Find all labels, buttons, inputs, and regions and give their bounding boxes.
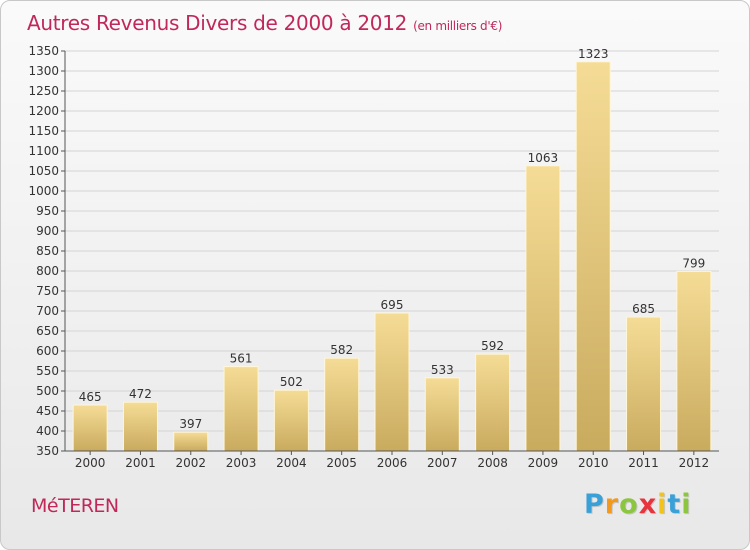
value-label-2006: 695 xyxy=(381,298,404,312)
chart-title: Autres Revenus Divers de 2000 à 2012 (en … xyxy=(27,11,502,35)
bar-2006 xyxy=(374,312,410,452)
value-label-2008: 592 xyxy=(481,339,504,353)
bar-2002 xyxy=(173,431,209,452)
y-tick-label: 550 xyxy=(36,364,59,378)
bar-2008 xyxy=(475,353,511,452)
x-tick-label-2004: 2004 xyxy=(276,456,307,470)
bar-2003 xyxy=(223,366,259,452)
logo-letter: P xyxy=(584,489,605,520)
y-tick-label: 1300 xyxy=(28,64,59,78)
y-tick-label: 800 xyxy=(36,264,59,278)
x-tick-label-2005: 2005 xyxy=(326,456,357,470)
y-tick-label: 950 xyxy=(36,204,59,218)
logo-letter: o xyxy=(619,489,639,520)
x-tick-label-2003: 2003 xyxy=(226,456,257,470)
bar-2010 xyxy=(575,61,611,452)
y-tick-label: 750 xyxy=(36,284,59,298)
y-tick-label: 450 xyxy=(36,404,59,418)
logo-letter: i xyxy=(657,489,668,520)
logo-letter: r xyxy=(604,489,620,520)
value-label-2012: 799 xyxy=(682,256,705,270)
proxiti-logo[interactable]: Proxiti xyxy=(584,489,692,520)
value-label-2004: 502 xyxy=(280,375,303,389)
x-tick-label-2000: 2000 xyxy=(75,456,106,470)
y-tick-label: 1150 xyxy=(28,124,59,138)
y-tick-label: 1000 xyxy=(28,184,59,198)
value-label-2010: 1323 xyxy=(578,47,609,61)
x-tick-label-2012: 2012 xyxy=(679,456,710,470)
bar-2009 xyxy=(525,165,561,452)
logo-letter: i xyxy=(681,489,692,520)
bar-2007 xyxy=(424,377,460,452)
y-tick-label: 850 xyxy=(36,244,59,258)
y-tick-label: 1100 xyxy=(28,144,59,158)
value-label-2009: 1063 xyxy=(528,151,559,165)
bar-2011 xyxy=(626,316,662,452)
value-label-2000: 465 xyxy=(79,390,102,404)
bar-2012 xyxy=(676,270,712,452)
bar-2005 xyxy=(324,357,360,452)
y-tick-label: 900 xyxy=(36,224,59,238)
x-tick-label-2001: 2001 xyxy=(125,456,156,470)
y-tick-label: 600 xyxy=(36,344,59,358)
value-label-2005: 582 xyxy=(330,343,353,357)
y-tick-label: 650 xyxy=(36,324,59,338)
x-tick-label-2006: 2006 xyxy=(377,456,408,470)
y-tick-label: 1050 xyxy=(28,164,59,178)
chart-unit: (en milliers d'€) xyxy=(413,19,503,33)
x-axis: 2000 2001 2002 2003 2004 2005 2006 2007 2008 2009… xyxy=(65,450,719,470)
y-axis: 350 400 450 500 550 600 650 700 750 800 850 900 950 1… xyxy=(28,44,66,458)
x-tick-label-2002: 2002 xyxy=(175,456,206,470)
value-label-2007: 533 xyxy=(431,363,454,377)
y-tick-label: 1350 xyxy=(28,44,59,58)
logo-letter: x xyxy=(638,489,658,520)
bar-2000 xyxy=(72,404,108,452)
bars: 465 472 397 561 502 582 695 533 592 1063 1323 685 79… xyxy=(72,47,712,452)
y-tick-label: 350 xyxy=(36,444,59,458)
bar-2004 xyxy=(273,389,309,452)
value-label-2002: 397 xyxy=(179,417,202,431)
value-label-2011: 685 xyxy=(632,302,655,316)
chart-title-text: Autres Revenus Divers de 2000 à 2012 xyxy=(27,11,408,35)
y-tick-label: 400 xyxy=(36,424,59,438)
y-tick-label: 500 xyxy=(36,384,59,398)
bar-2001 xyxy=(122,401,158,452)
x-tick-label-2007: 2007 xyxy=(427,456,458,470)
y-tick-label: 1250 xyxy=(28,84,59,98)
y-tick-label: 700 xyxy=(36,304,59,318)
value-label-2001: 472 xyxy=(129,387,152,401)
x-tick-label-2008: 2008 xyxy=(477,456,508,470)
y-tick-label: 1200 xyxy=(28,104,59,118)
city-name: MéTEREN xyxy=(31,495,119,517)
logo-letter: t xyxy=(667,489,682,520)
value-label-2003: 561 xyxy=(230,352,253,366)
x-tick-label-2009: 2009 xyxy=(528,456,559,470)
x-tick-label-2010: 2010 xyxy=(578,456,609,470)
x-tick-label-2011: 2011 xyxy=(628,456,659,470)
